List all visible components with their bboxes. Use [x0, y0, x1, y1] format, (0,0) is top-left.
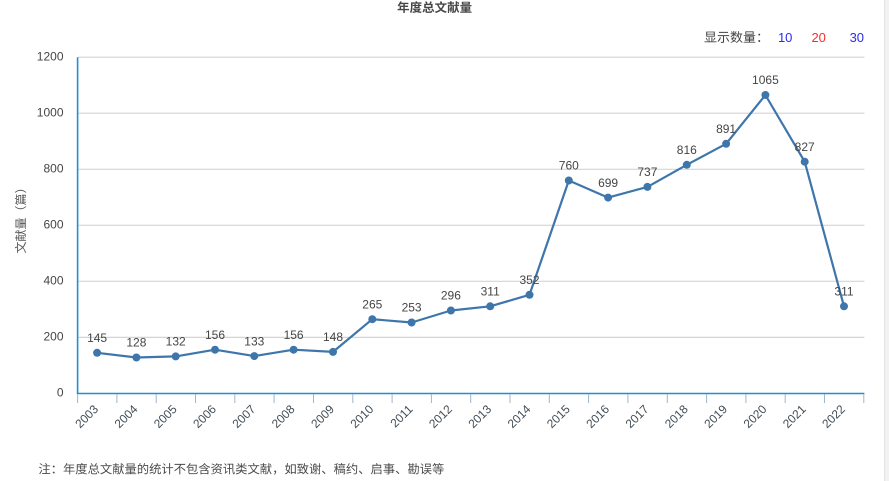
svg-text:265: 265 — [362, 297, 382, 311]
svg-text:20: 20 — [811, 30, 825, 45]
svg-text:699: 699 — [598, 176, 618, 190]
svg-text:1000: 1000 — [37, 105, 64, 119]
svg-text:128: 128 — [126, 336, 146, 350]
svg-text:311: 311 — [834, 285, 853, 299]
svg-text:156: 156 — [284, 328, 304, 342]
svg-text:156: 156 — [205, 328, 225, 342]
svg-text:10: 10 — [778, 30, 792, 45]
svg-text:30: 30 — [850, 30, 864, 45]
svg-text:253: 253 — [402, 301, 422, 315]
svg-text:352: 352 — [519, 273, 539, 287]
svg-text:891: 891 — [716, 122, 736, 136]
svg-text:760: 760 — [559, 159, 579, 173]
svg-text:1200: 1200 — [37, 49, 64, 63]
svg-text:133: 133 — [244, 334, 264, 348]
svg-text:600: 600 — [43, 218, 63, 232]
svg-text:400: 400 — [43, 274, 63, 288]
svg-text:1065: 1065 — [752, 73, 779, 87]
svg-text:827: 827 — [795, 140, 815, 154]
svg-text:737: 737 — [637, 165, 657, 179]
svg-text:800: 800 — [43, 162, 63, 176]
svg-text:132: 132 — [166, 335, 186, 349]
svg-text:816: 816 — [677, 143, 697, 157]
svg-text:311: 311 — [481, 285, 500, 299]
svg-text:0: 0 — [57, 386, 64, 400]
svg-text:148: 148 — [323, 330, 343, 344]
svg-text:200: 200 — [43, 330, 63, 344]
svg-text:145: 145 — [87, 331, 107, 345]
svg-text:296: 296 — [441, 289, 461, 303]
